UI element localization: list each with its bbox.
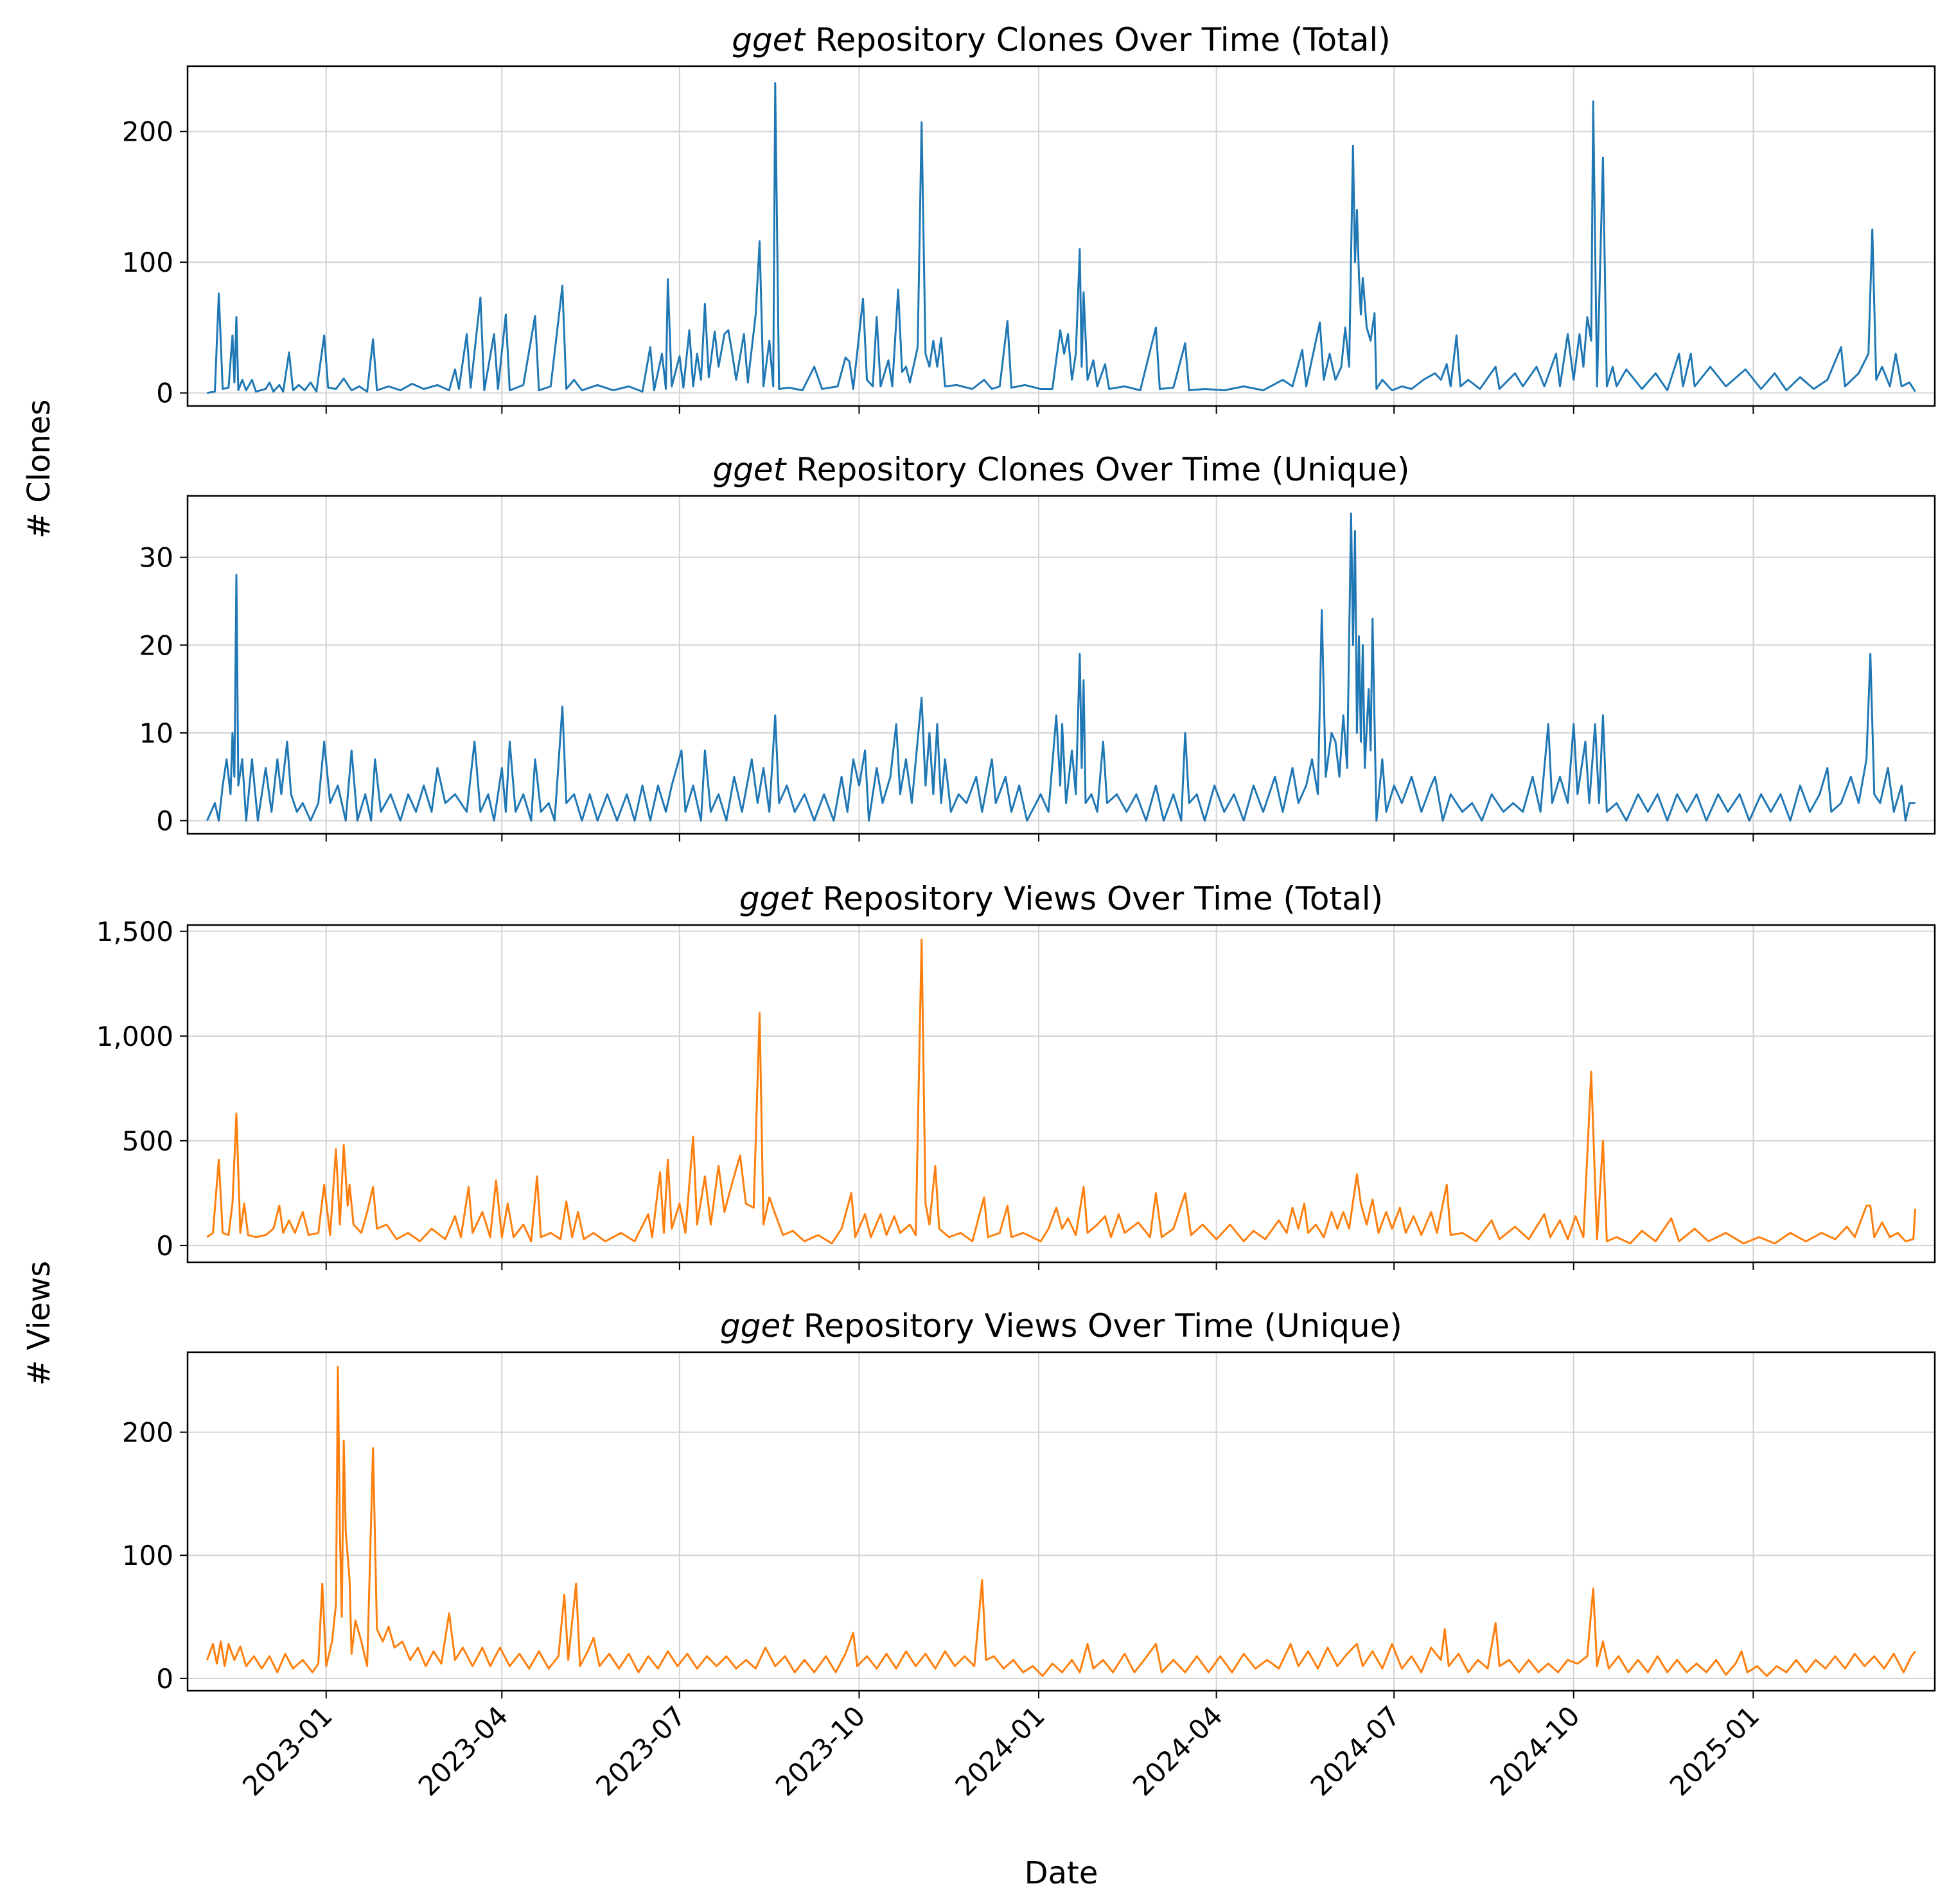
y-tick-label: 0 <box>156 806 173 837</box>
panel-title-prefix: gget <box>712 451 787 488</box>
y-tick-label: 100 <box>122 1540 173 1571</box>
y-tick-label: 20 <box>139 630 173 661</box>
panel-title-suffix: Repository Clones Over Time (Unique) <box>786 451 1409 488</box>
clones-ylabel: # Clones <box>21 400 57 539</box>
panel-title: gget Repository Views Over Time (Total) <box>739 880 1383 917</box>
series-line <box>206 939 1917 1245</box>
axes-frame <box>186 1351 1936 1692</box>
axes-frame <box>186 495 1936 835</box>
y-tick-label: 10 <box>139 718 173 749</box>
y-tick-label: 0 <box>156 378 173 409</box>
views-unique-panel: 0 100 200 gget Repository Views Over Time (… <box>122 1307 1936 1698</box>
y-tick-label: 0 <box>156 1663 173 1695</box>
panel-title: gget Repository Views Over Time (Unique) <box>720 1307 1402 1344</box>
date-xlabel: Date <box>1025 1855 1098 1891</box>
y-tick-label: 1,000 <box>96 1021 173 1052</box>
y-tick-label: 100 <box>122 247 173 278</box>
y-tick-label: 200 <box>122 116 173 148</box>
panel-title-suffix: Repository Views Over Time (Unique) <box>793 1307 1402 1344</box>
axes-frame <box>186 65 1936 407</box>
series-line <box>206 1366 1916 1677</box>
panel-title: gget Repository Clones Over Time (Unique… <box>712 451 1409 488</box>
panel-title-prefix: gget <box>732 21 806 58</box>
y-tick-label: 500 <box>122 1125 173 1157</box>
y-tick-label: 30 <box>139 542 173 574</box>
clones-total-panel: 0 100 200 gget Repository Clones Over Time … <box>122 21 1936 414</box>
series-line <box>207 82 1916 394</box>
series-line <box>206 512 1916 822</box>
y-tick-label: 0 <box>156 1230 173 1262</box>
panel-title-suffix: Repository Clones Over Time (Total) <box>805 21 1391 58</box>
y-tick-label: 1,500 <box>96 916 173 948</box>
panel-title: gget Repository Clones Over Time (Total) <box>732 21 1391 58</box>
panel-title-suffix: Repository Views Over Time (Total) <box>813 880 1383 917</box>
axes-frame <box>186 924 1936 1264</box>
clones-unique-panel: 0 10 20 30 gget Repository Clones Over Time … <box>139 451 1936 842</box>
views-ylabel: # Views <box>21 1261 57 1386</box>
panel-title-prefix: gget <box>739 880 814 917</box>
y-tick-label: 200 <box>122 1417 173 1449</box>
panel-title-prefix: gget <box>720 1307 795 1344</box>
views-total-panel: 0 500 1,000 1,500 gget Repository Views Over… <box>96 880 1936 1270</box>
